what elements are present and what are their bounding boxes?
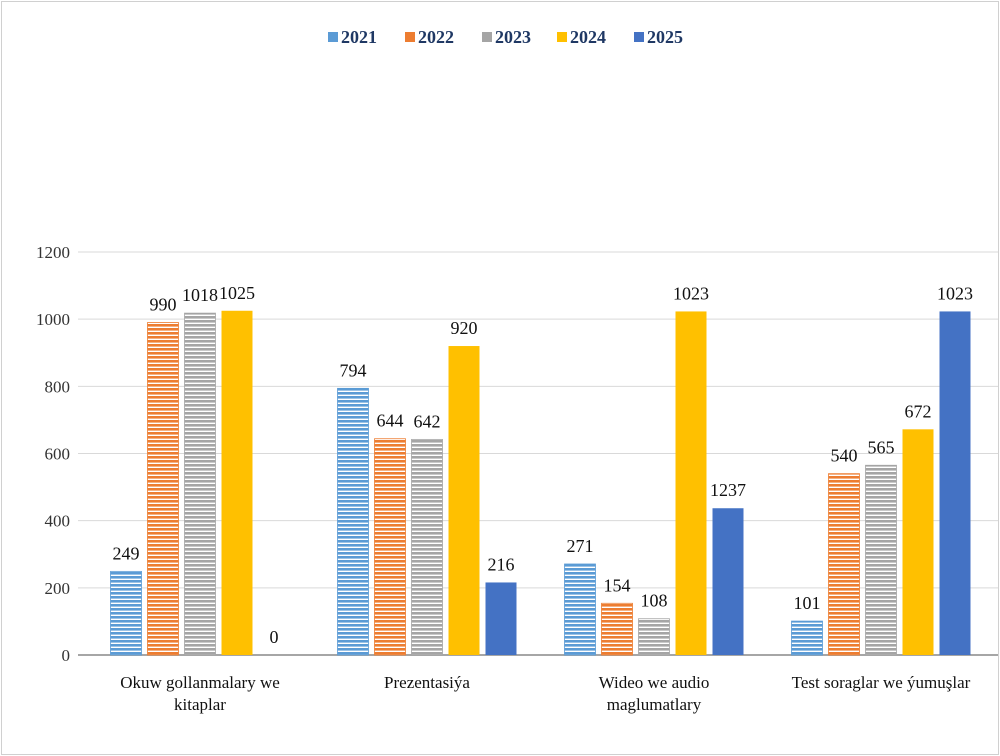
data-label: 1023 [937,283,973,303]
y-tick-label: 0 [62,646,71,665]
y-tick-label: 200 [45,579,71,598]
data-label: 565 [868,437,895,457]
bar-2023 [184,312,216,656]
bar-2021 [337,387,369,656]
category-label: Wideo we audio [599,673,710,692]
data-label: 0 [270,627,279,647]
data-label: 672 [905,401,932,421]
legend-swatch [634,32,644,42]
bar-2024 [448,346,480,655]
data-label: 1237 [710,480,746,500]
data-label: 271 [567,536,594,556]
bar-2025 [485,582,517,655]
category-label: Prezentasiýa [384,673,470,692]
legend-label: 2022 [418,27,454,47]
bar-2023 [411,438,443,656]
bar-2022 [601,602,633,656]
bar-2022 [147,322,179,656]
bar-2025 [939,311,971,655]
legend-label: 2021 [341,27,377,47]
bar-2023 [638,618,670,656]
data-label: 249 [113,543,140,563]
data-label: 990 [150,295,177,315]
bar-2024 [221,310,253,655]
data-label: 540 [831,446,858,466]
bar-2021 [110,570,142,656]
data-label: 920 [451,318,478,338]
legend-label: 2025 [647,27,683,47]
data-label: 1025 [219,283,255,303]
data-label: 642 [414,411,441,431]
y-tick-label: 600 [45,445,71,464]
data-label: 154 [604,575,631,595]
category-label: Okuw gollanmalary we [120,673,280,692]
legend-swatch [482,32,492,42]
data-label: 794 [340,360,367,380]
legend-label: 2023 [495,27,531,47]
category-label: maglumatlary [607,695,702,714]
category-label: Test soraglar we ýumuşlar [792,673,971,692]
bar-2023 [865,464,897,656]
legend-swatch [328,32,338,42]
legend-swatch [557,32,567,42]
data-label: 644 [377,411,404,431]
y-tick-label: 1000 [36,310,70,329]
bar-2024 [675,311,707,655]
bar-2022 [374,438,406,656]
legend-label: 2024 [570,27,606,47]
legend-swatch [405,32,415,42]
category-label: kitaplar [174,695,226,714]
y-tick-label: 800 [45,377,71,396]
y-tick-label: 1200 [36,243,70,262]
data-label: 1018 [182,285,218,305]
data-label: 1023 [673,283,709,303]
bar-2021 [564,563,596,656]
bar-2024 [902,429,934,655]
bar-2025 [712,508,744,655]
data-label: 101 [794,593,821,613]
y-tick-label: 400 [45,512,71,531]
bar-2021 [791,620,823,656]
data-label: 108 [641,591,668,611]
bar-2022 [828,473,860,656]
data-label: 216 [488,554,515,574]
